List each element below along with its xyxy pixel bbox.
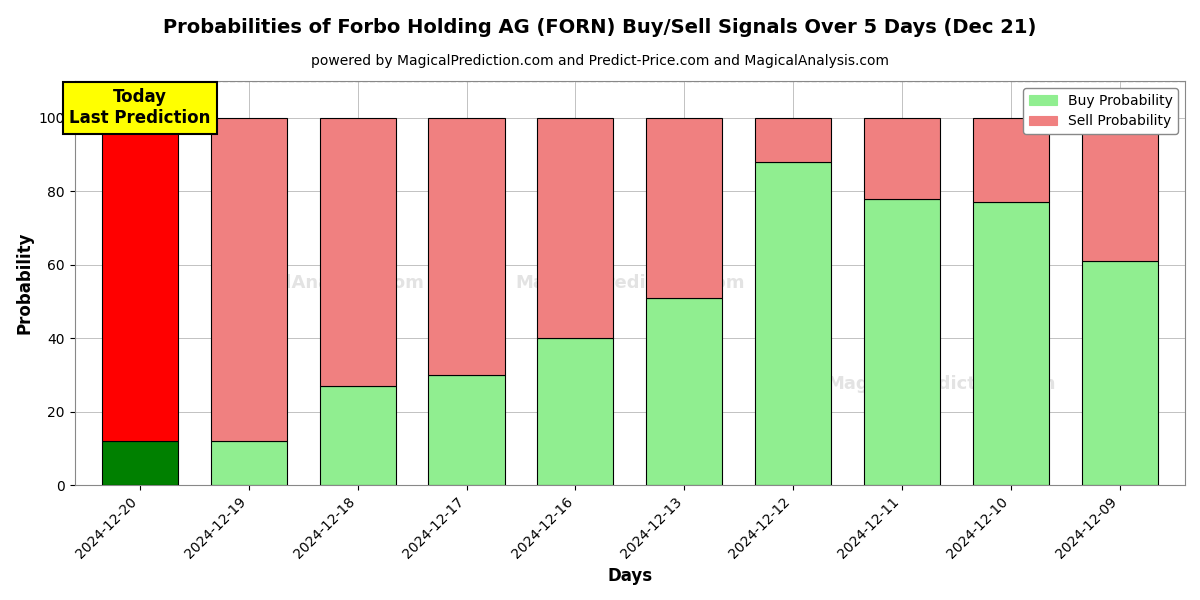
Bar bbox=[973, 202, 1049, 485]
Bar bbox=[319, 118, 396, 386]
Bar bbox=[864, 199, 940, 485]
Bar bbox=[538, 118, 613, 338]
Text: MagicalPrediction.com: MagicalPrediction.com bbox=[826, 375, 1056, 393]
Bar bbox=[755, 118, 832, 162]
Text: MagicalPrediction.com: MagicalPrediction.com bbox=[515, 274, 744, 292]
Bar bbox=[102, 118, 178, 441]
Bar bbox=[102, 441, 178, 485]
Bar bbox=[319, 386, 396, 485]
Bar bbox=[864, 118, 940, 199]
Bar bbox=[755, 162, 832, 485]
Bar bbox=[1081, 118, 1158, 261]
X-axis label: Days: Days bbox=[607, 567, 653, 585]
Bar bbox=[538, 338, 613, 485]
Bar bbox=[211, 441, 287, 485]
Bar bbox=[1081, 261, 1158, 485]
Bar bbox=[428, 375, 505, 485]
Text: powered by MagicalPrediction.com and Predict-Price.com and MagicalAnalysis.com: powered by MagicalPrediction.com and Pre… bbox=[311, 54, 889, 68]
Bar bbox=[646, 118, 722, 298]
Bar bbox=[428, 118, 505, 375]
Bar bbox=[973, 118, 1049, 202]
Text: Probabilities of Forbo Holding AG (FORN) Buy/Sell Signals Over 5 Days (Dec 21): Probabilities of Forbo Holding AG (FORN)… bbox=[163, 18, 1037, 37]
Text: MagicalAnalysis.com: MagicalAnalysis.com bbox=[214, 274, 424, 292]
Y-axis label: Probability: Probability bbox=[16, 232, 34, 334]
Bar bbox=[211, 118, 287, 441]
Legend: Buy Probability, Sell Probability: Buy Probability, Sell Probability bbox=[1024, 88, 1178, 134]
Bar bbox=[646, 298, 722, 485]
Text: Today
Last Prediction: Today Last Prediction bbox=[70, 88, 211, 127]
